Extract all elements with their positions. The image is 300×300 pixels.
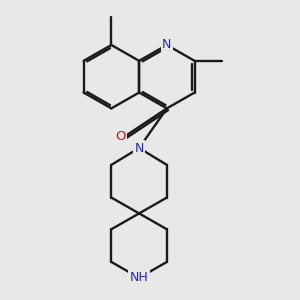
Text: N: N	[162, 38, 172, 52]
Text: O: O	[115, 130, 125, 142]
Text: NH: NH	[130, 271, 148, 284]
Text: N: N	[134, 142, 144, 154]
